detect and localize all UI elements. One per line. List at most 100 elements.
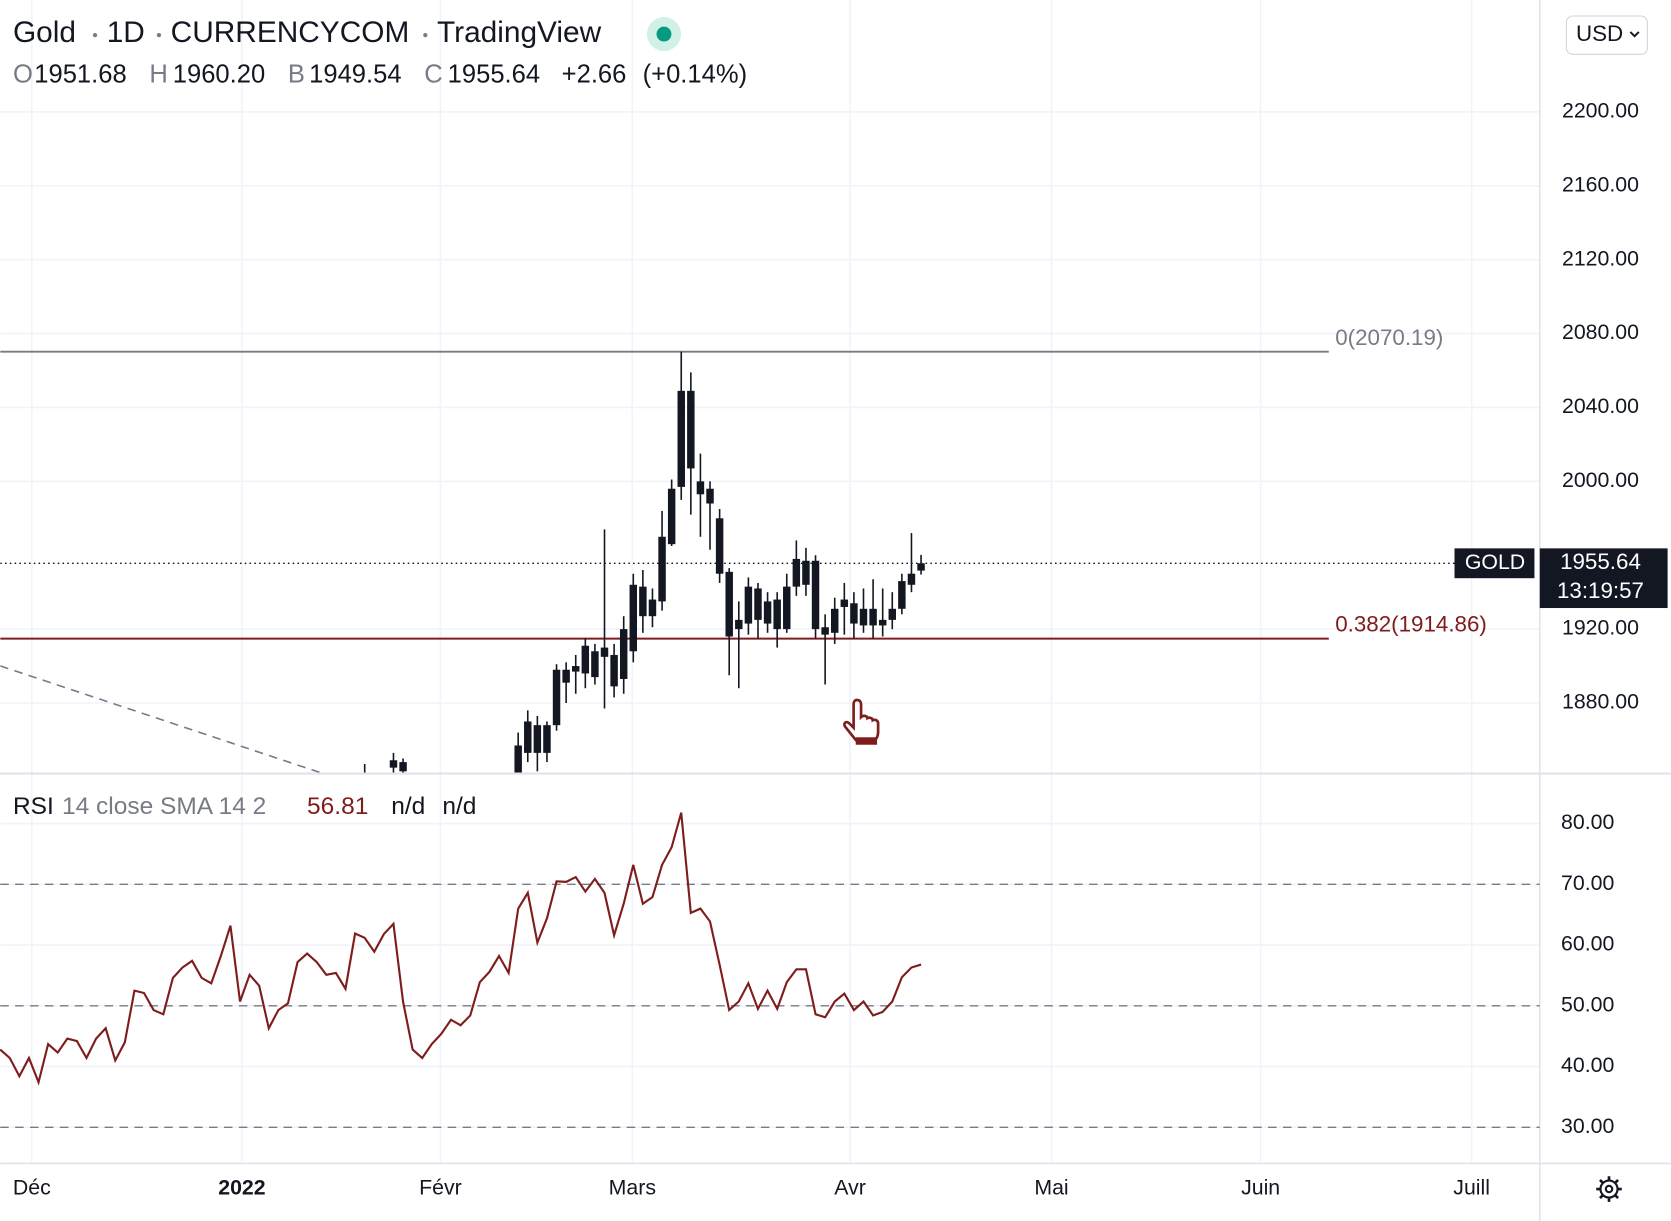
ohlc-value: 1955.64: [448, 60, 540, 88]
ohlc-value: 1951.68: [34, 60, 126, 88]
candle-body: [735, 619, 743, 630]
candle-body: [811, 560, 820, 630]
ohlc-key: B: [288, 60, 305, 88]
ohlc-key: H: [149, 60, 167, 88]
candle-body: [773, 599, 781, 630]
ohlc-key: C: [424, 60, 442, 88]
candle-body: [514, 745, 522, 773]
settings-gear[interactable]: [1596, 1176, 1622, 1202]
change-pct: (+0.14%): [643, 60, 747, 88]
candle-body: [361, 777, 368, 781]
y-tick-label: 2200.00: [1562, 99, 1639, 123]
symbol-tag: [1454, 548, 1535, 579]
candle-body: [687, 390, 695, 469]
candle-body: [859, 608, 868, 626]
candle-body: [763, 601, 772, 624]
candle-body: [629, 584, 638, 652]
y-tick-label: 2000.00: [1562, 468, 1639, 492]
ohlc-key: O: [13, 60, 33, 88]
symbol: Gold: [13, 16, 76, 49]
candle-body: [715, 518, 724, 574]
candle-body: [619, 629, 628, 679]
candle-body: [821, 627, 829, 635]
candle-body: [648, 599, 657, 617]
candle-body: [572, 666, 580, 672]
x-tick-label: 2022: [218, 1176, 265, 1200]
rsi-tick-label: 30.00: [1561, 1114, 1614, 1138]
rsi-tick-label: 70.00: [1561, 871, 1614, 895]
rsi-extra: n/d: [391, 793, 425, 820]
candle-body: [917, 563, 925, 571]
y-tick-label: 1880.00: [1562, 690, 1639, 714]
ohlc-value: 1949.54: [309, 60, 401, 88]
rsi-tick-label: 50.00: [1561, 992, 1614, 1016]
candle-body: [830, 608, 839, 633]
change: +2.66: [562, 60, 627, 88]
candle-body: [898, 581, 906, 609]
candle-body: [533, 725, 542, 753]
rsi-pane: [0, 812, 1540, 1128]
source: TradingView: [437, 16, 602, 49]
rsi-params: 14 close SMA 14 2: [62, 793, 266, 820]
y-tick-label: 2160.00: [1562, 172, 1639, 196]
candle-body: [667, 488, 676, 545]
candle-body: [600, 647, 609, 657]
candle-body: [552, 669, 561, 726]
y-tick-label: 1920.00: [1562, 616, 1639, 640]
y-tick-label: 2120.00: [1562, 246, 1639, 270]
fib-label: 0(2070.19): [1335, 325, 1443, 350]
currency-button[interactable]: [1565, 15, 1648, 55]
x-tick-label: Févr: [419, 1176, 462, 1200]
fib-label: 0.382(1914.86): [1335, 612, 1487, 637]
candle-body: [754, 588, 762, 620]
status-dot: [656, 26, 672, 42]
price-tag: [1539, 548, 1668, 609]
price-pane: [0, 350, 1455, 781]
rsi-line: [0, 812, 922, 1086]
x-tick-label: Mai: [1034, 1176, 1068, 1200]
candle-body: [399, 762, 407, 772]
separator: [423, 33, 428, 38]
candle-body: [888, 608, 897, 620]
candle-body: [840, 599, 849, 607]
candle-body: [725, 571, 733, 637]
grid: [0, 0, 1540, 1164]
candle-body: [658, 536, 666, 602]
candle-body: [802, 560, 810, 585]
rsi-tick-label: 40.00: [1561, 1053, 1614, 1077]
ohlc-legend: O 1951.68 H 1960.20 B 1949.54 C 1955.64: [13, 60, 540, 88]
currency[interactable]: USD: [1576, 21, 1623, 46]
candle-body: [878, 619, 887, 626]
candle-body: [524, 721, 532, 753]
candle-body: [792, 558, 801, 587]
candle-body: [744, 586, 753, 624]
dropdown-arrow[interactable]: [1629, 31, 1640, 38]
price-tag-label: 1955.64: [1560, 549, 1641, 574]
candle-body: [562, 669, 570, 683]
cursor-hand: [843, 698, 880, 745]
x-tick-label: Mars: [609, 1176, 656, 1200]
x-tick-label: Juin: [1241, 1176, 1280, 1200]
candle-body: [543, 725, 551, 753]
separator: [92, 33, 98, 38]
symbol-tag-label: GOLD: [1465, 550, 1525, 574]
ohlc-value: 1960.20: [173, 60, 265, 88]
separator: [156, 33, 162, 38]
candle-body: [591, 651, 599, 678]
price-marks: [0, 350, 1455, 781]
rsi-tick-label: 60.00: [1561, 932, 1614, 956]
candle-body: [581, 645, 590, 674]
rsi-name: RSI: [13, 793, 54, 820]
candle-body: [783, 586, 791, 630]
rsi-tick-label: 80.00: [1561, 810, 1614, 834]
y-tick-label: 2040.00: [1562, 394, 1639, 418]
x-tick-label: Avr: [834, 1176, 866, 1200]
candle-body: [869, 608, 877, 626]
y-tick-label: 2080.00: [1562, 320, 1639, 344]
trend-line: [0, 665, 321, 773]
candle-body: [706, 488, 714, 504]
candle-body: [610, 654, 618, 687]
exchange: CURRENCYCOM: [171, 16, 410, 49]
